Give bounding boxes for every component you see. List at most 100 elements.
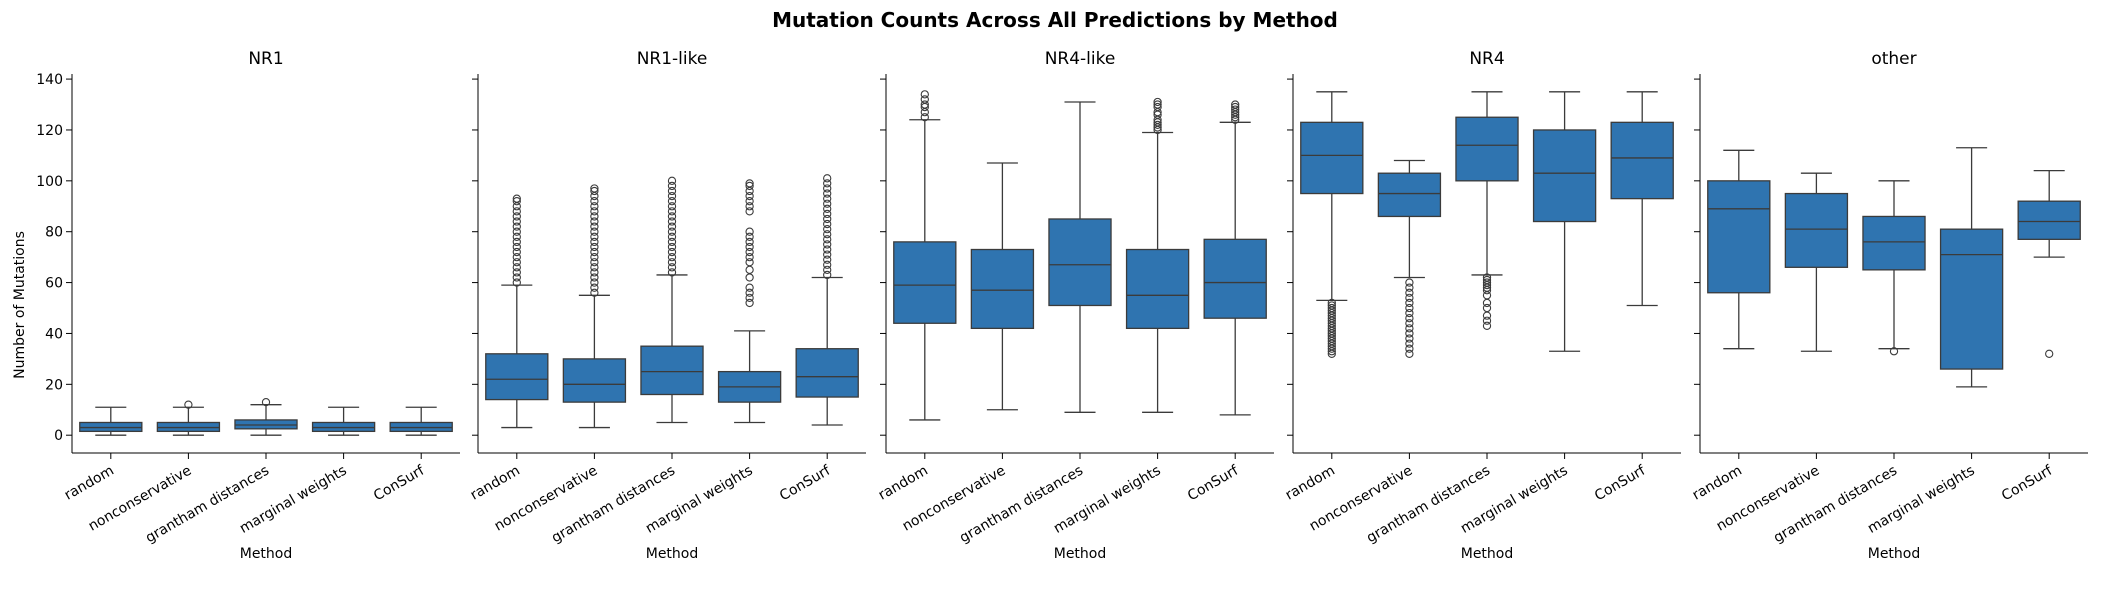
outlier-point — [1482, 273, 1492, 282]
outlier-point — [667, 247, 677, 257]
outlier-point — [1482, 321, 1492, 330]
x-tick-label: random — [1283, 463, 1338, 504]
box-consurf — [389, 406, 453, 436]
outlier-point — [1327, 301, 1336, 310]
box-grantham-distances — [1862, 180, 1926, 356]
outlier-point — [745, 207, 754, 216]
box-random — [1707, 149, 1771, 350]
outlier-point — [823, 255, 832, 264]
outlier-point — [823, 199, 832, 208]
outlier-point — [512, 217, 521, 226]
outlier-point — [590, 207, 599, 216]
iqr-box — [1377, 172, 1442, 218]
y-tick-label: 80 — [45, 225, 63, 241]
facet-title: NR4-like — [1045, 49, 1116, 69]
outlier-point — [1231, 105, 1240, 114]
outlier-point — [745, 179, 754, 188]
outlier-point — [823, 194, 832, 203]
outlier-point — [512, 207, 521, 216]
outlier-point — [590, 273, 599, 282]
iqr-box — [1707, 180, 1771, 294]
iqr-box — [1532, 129, 1597, 223]
box-marginal-weights — [311, 406, 376, 436]
outlier-point — [1153, 120, 1162, 130]
outlier-point — [667, 222, 677, 231]
box-random — [1300, 91, 1364, 358]
iqr-box — [640, 345, 704, 396]
outlier-point — [745, 181, 754, 191]
outlier-point — [1405, 339, 1414, 348]
outlier-point — [667, 176, 677, 185]
outlier-point — [590, 232, 599, 241]
outlier-point — [667, 197, 677, 206]
outlier-point — [823, 225, 832, 234]
facet-panels: NR1020406080100120140randomnonconservati… — [36, 49, 2088, 562]
outlier-point — [745, 288, 754, 297]
outlier-point — [745, 202, 754, 211]
y-tick-label: 120 — [36, 123, 63, 139]
outlier-point — [590, 212, 599, 221]
outlier-point — [512, 227, 521, 236]
outlier-point — [745, 232, 754, 241]
outlier-point — [1405, 324, 1414, 333]
outlier-point — [1482, 298, 1492, 308]
outlier-point — [920, 113, 929, 122]
outlier-point — [184, 400, 193, 409]
outlier-point — [823, 260, 832, 269]
x-tick-label: grantham distances — [1771, 463, 1900, 547]
box-consurf — [1203, 100, 1267, 416]
x-tick-label: grantham distances — [143, 463, 272, 547]
outlier-point — [667, 237, 677, 247]
outlier-point — [590, 186, 599, 196]
outlier-point — [590, 263, 599, 272]
outlier-point — [1482, 316, 1492, 325]
outlier-point — [1405, 283, 1414, 292]
outlier-point — [667, 268, 677, 277]
outlier-point — [590, 217, 599, 226]
outlier-point — [512, 268, 521, 277]
outlier-point — [1153, 100, 1162, 109]
outlier-point — [745, 242, 754, 252]
outlier-point — [1482, 275, 1492, 285]
x-tick-label: ConSurf — [371, 462, 428, 504]
outlier-point — [1327, 303, 1336, 313]
outlier-point — [667, 242, 677, 252]
outlier-point — [667, 232, 677, 241]
outlier-point — [667, 186, 677, 196]
x-tick-label: grantham distances — [1364, 463, 1493, 547]
outlier-point — [745, 293, 754, 302]
outlier-point — [823, 204, 832, 213]
outlier-point — [667, 263, 677, 272]
outlier-point — [1231, 102, 1240, 112]
box-nonconservative — [1784, 172, 1849, 352]
outlier-point — [1153, 102, 1162, 112]
x-tick-label: grantham distances — [549, 463, 678, 547]
outlier-point — [512, 194, 521, 203]
x-tick-label: ConSurf — [1592, 462, 1649, 504]
box-nonconservative — [156, 400, 221, 436]
outlier-point — [512, 263, 521, 272]
outlier-point — [590, 288, 599, 297]
outlier-point — [1327, 298, 1336, 308]
y-tick-label: 20 — [45, 377, 63, 393]
iqr-box — [1455, 116, 1519, 182]
outlier-point — [590, 237, 599, 247]
facet-title: NR4 — [1469, 49, 1504, 69]
outlier-point — [667, 181, 677, 191]
outlier-point — [1405, 334, 1414, 343]
box-random — [79, 406, 143, 436]
x-tick-label: ConSurf — [777, 462, 834, 504]
outlier-point — [590, 268, 599, 277]
outlier-point — [745, 237, 754, 247]
y-tick-label: 40 — [45, 326, 63, 342]
box-random — [485, 194, 549, 429]
outlier-point — [1405, 314, 1414, 323]
outlier-point — [667, 227, 677, 236]
outlier-point — [1405, 278, 1414, 287]
iqr-box — [1300, 121, 1364, 195]
outlier-point — [1405, 344, 1414, 353]
outlier-point — [667, 252, 677, 262]
box-marginal-weights — [1532, 91, 1597, 352]
facet-panel: NR1020406080100120140randomnonconservati… — [36, 49, 460, 562]
